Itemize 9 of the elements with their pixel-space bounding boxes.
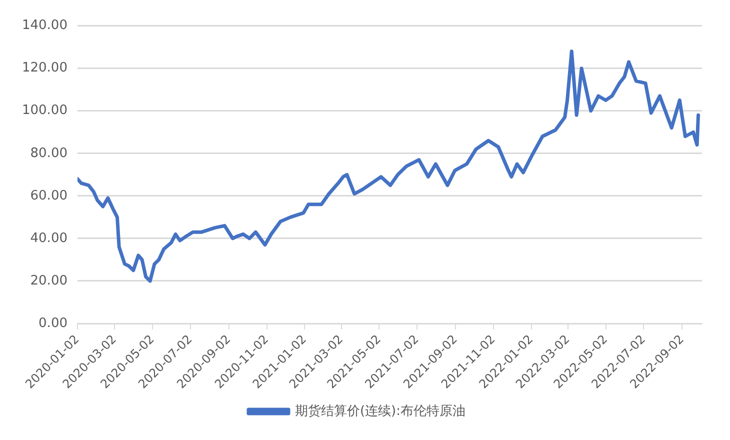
y-tick-label: 100.00 bbox=[22, 103, 68, 118]
y-tick-label: 80.00 bbox=[30, 146, 68, 161]
y-tick-label: 40.00 bbox=[30, 230, 68, 246]
y-tick-label: 20.00 bbox=[30, 273, 68, 288]
y-tick-label: 120.00 bbox=[22, 60, 68, 76]
y-tick-label: 60.00 bbox=[30, 188, 68, 204]
y-tick-label: 140.00 bbox=[22, 18, 68, 34]
y-tick-label: 0.00 bbox=[38, 316, 68, 331]
legend-label: 期货结算价(连续):布伦特原油 bbox=[294, 404, 466, 419]
